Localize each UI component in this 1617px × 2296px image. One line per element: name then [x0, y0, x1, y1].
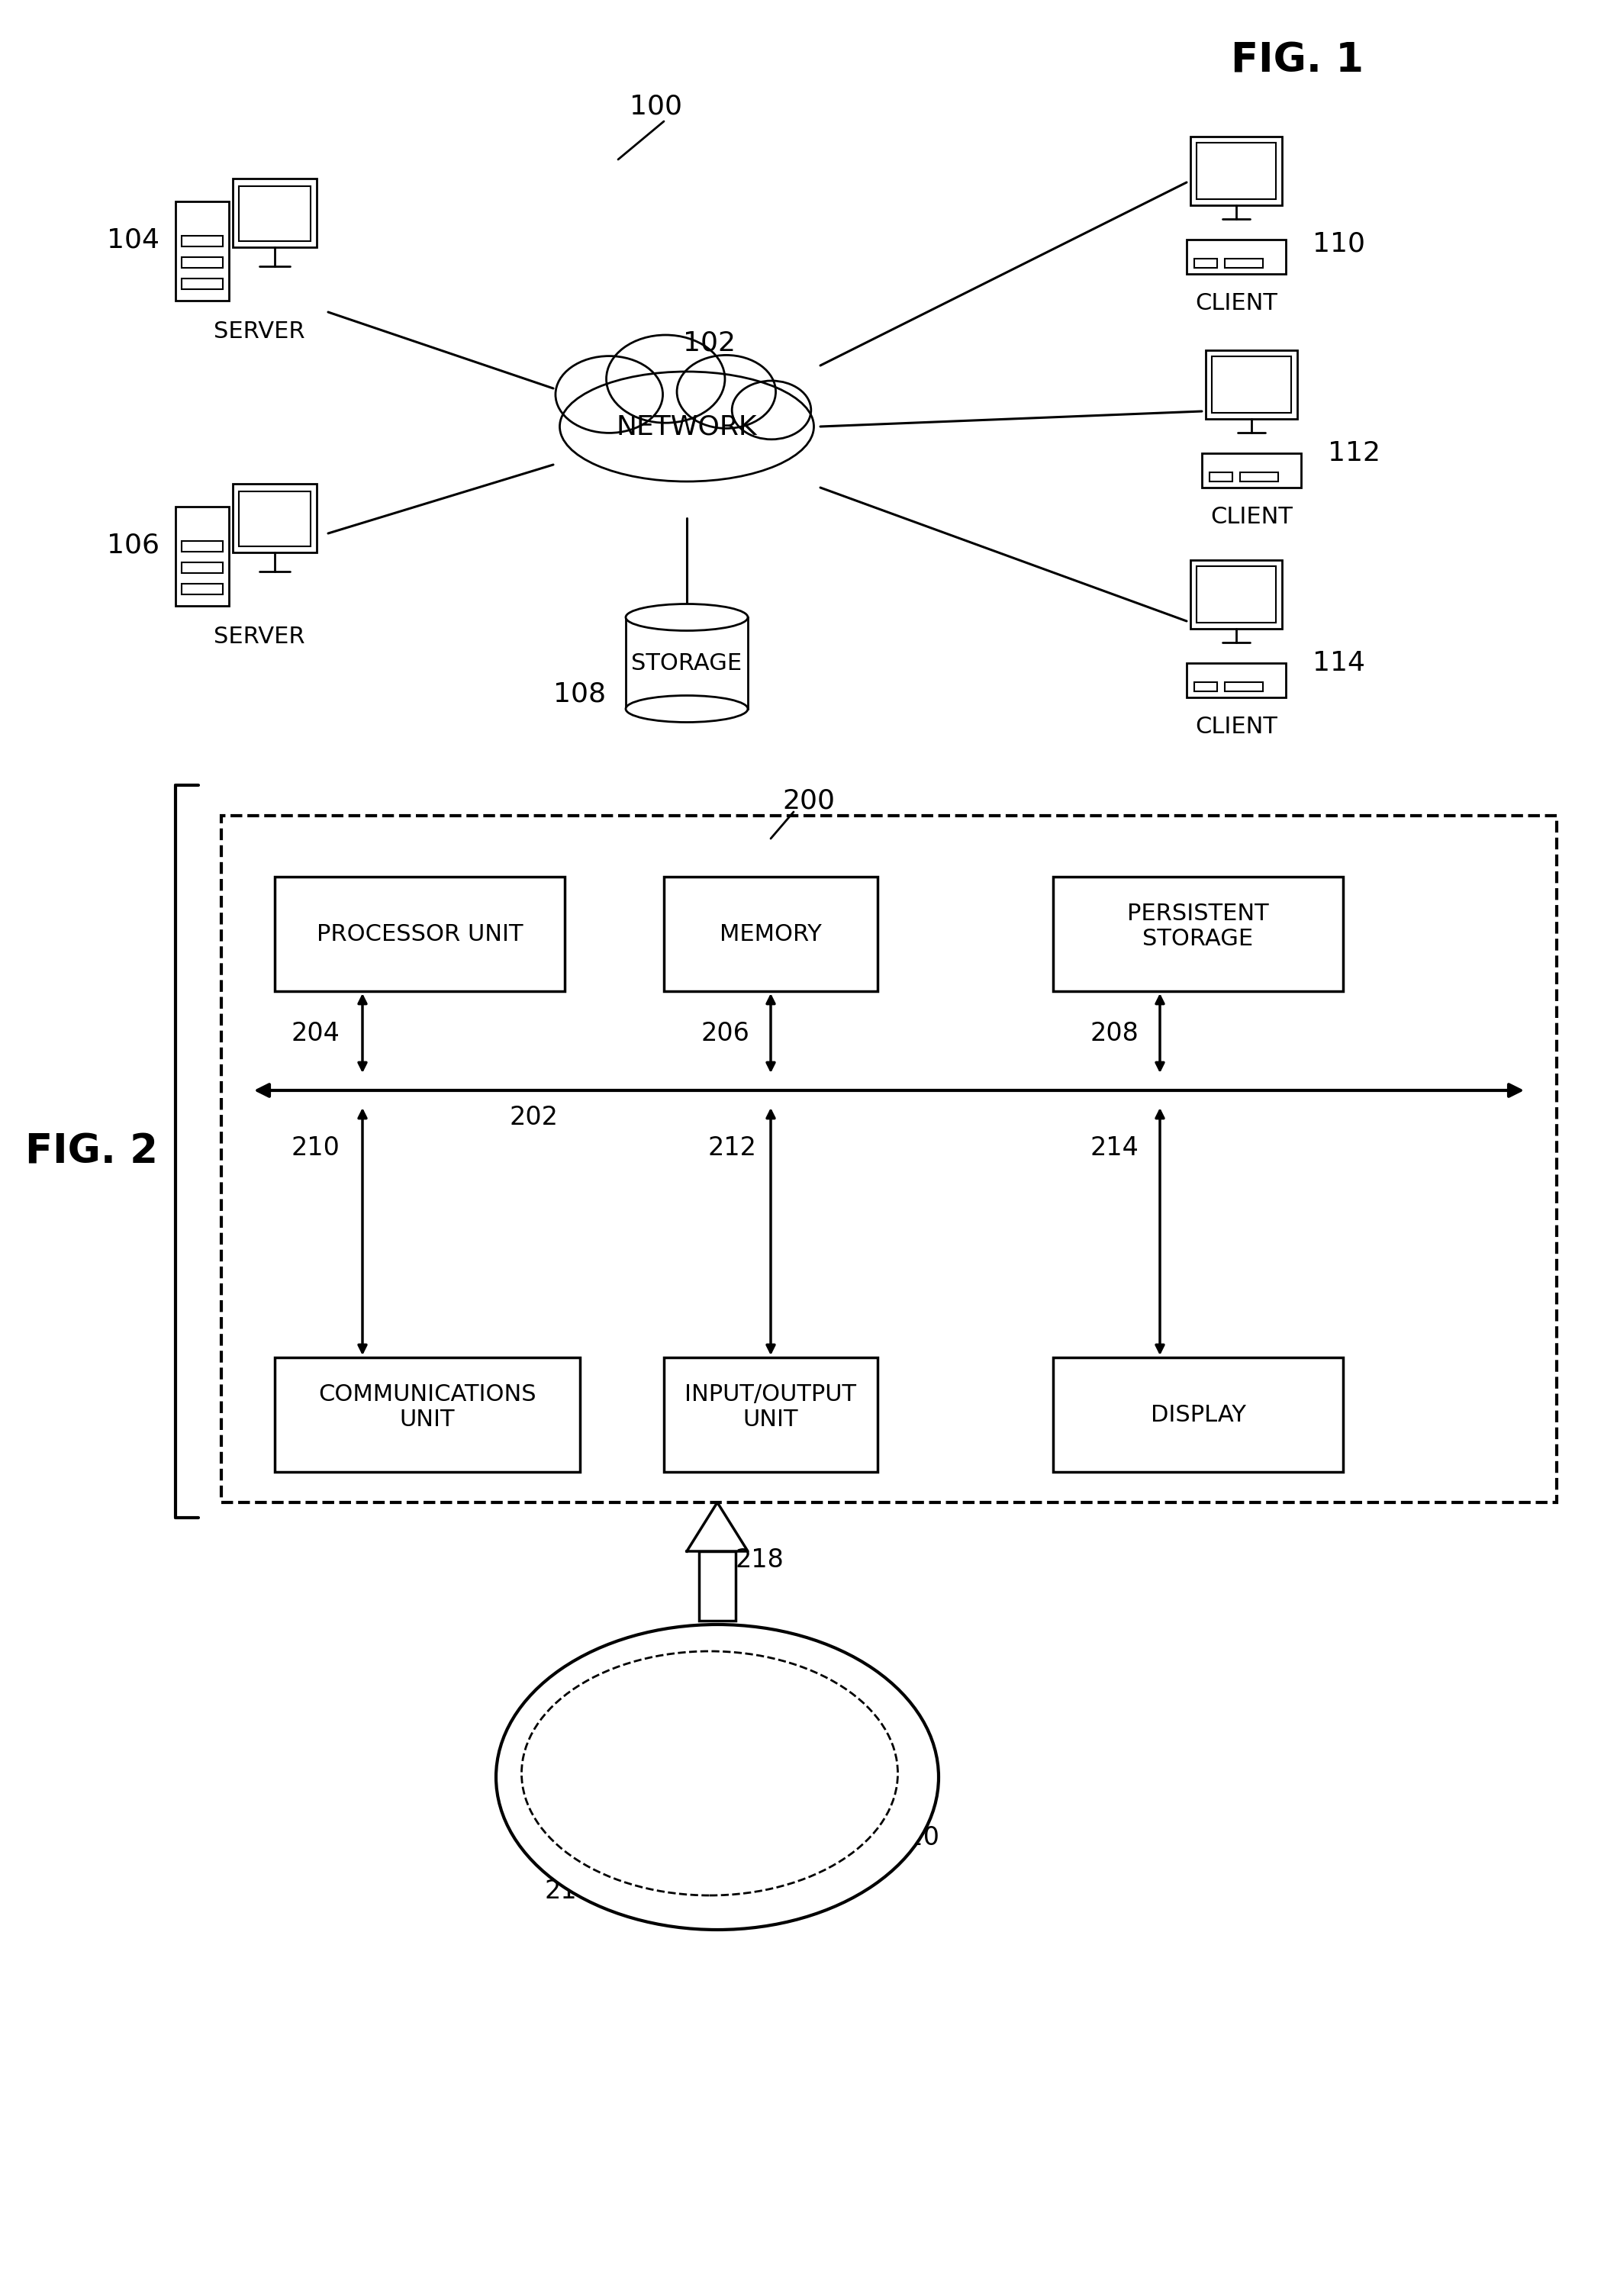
- Bar: [181, 236, 223, 246]
- Text: COMMUNICATIONS
UNIT: COMMUNICATIONS UNIT: [319, 1382, 537, 1430]
- Text: 212: 212: [708, 1134, 757, 1159]
- Text: 100: 100: [631, 94, 682, 119]
- Bar: [1224, 259, 1263, 269]
- Text: PROCESSOR UNIT: PROCESSOR UNIT: [317, 923, 522, 946]
- Ellipse shape: [522, 1651, 897, 1896]
- Ellipse shape: [678, 356, 776, 429]
- Text: 220: 220: [891, 1825, 939, 1851]
- Bar: [1224, 682, 1263, 691]
- Bar: [1195, 682, 1218, 691]
- Text: NETWORK: NETWORK: [616, 413, 757, 439]
- Bar: [1053, 877, 1344, 992]
- Text: 114: 114: [1313, 650, 1366, 675]
- Text: 208: 208: [1090, 1019, 1138, 1045]
- Text: 200: 200: [783, 788, 836, 813]
- Text: 110: 110: [1313, 230, 1366, 257]
- Ellipse shape: [626, 696, 747, 723]
- Bar: [222, 815, 1557, 1502]
- Bar: [181, 278, 223, 289]
- Ellipse shape: [626, 604, 747, 631]
- Text: CLIENT: CLIENT: [1210, 505, 1292, 528]
- Bar: [1195, 259, 1218, 269]
- Ellipse shape: [496, 1626, 938, 1929]
- Bar: [626, 618, 747, 709]
- Bar: [1240, 473, 1277, 482]
- Bar: [1210, 473, 1232, 482]
- Bar: [181, 257, 223, 269]
- Bar: [1197, 142, 1276, 200]
- Text: 112: 112: [1328, 441, 1381, 466]
- Bar: [233, 179, 317, 248]
- Text: 210: 210: [291, 1134, 340, 1159]
- Text: PROGRAM
CODE: PROGRAM CODE: [657, 1828, 763, 1874]
- Bar: [665, 877, 878, 992]
- Text: STORAGE: STORAGE: [631, 652, 742, 675]
- Bar: [181, 542, 223, 551]
- Text: 218: 218: [736, 1548, 784, 1573]
- Text: 104: 104: [107, 227, 160, 253]
- Text: 202: 202: [509, 1104, 558, 1130]
- Text: FIG. 1: FIG. 1: [1231, 41, 1363, 80]
- Ellipse shape: [606, 335, 724, 422]
- Polygon shape: [687, 1502, 747, 1552]
- Text: 206: 206: [700, 1019, 749, 1045]
- Bar: [181, 563, 223, 574]
- Bar: [1190, 135, 1282, 204]
- Bar: [176, 202, 230, 301]
- Bar: [1201, 452, 1302, 487]
- Bar: [176, 507, 230, 606]
- Text: 216: 216: [545, 1878, 593, 1903]
- Text: 106: 106: [107, 533, 160, 558]
- Bar: [665, 1357, 878, 1472]
- Text: CLIENT: CLIENT: [1195, 716, 1277, 737]
- Bar: [275, 877, 564, 992]
- Text: FIG. 2: FIG. 2: [26, 1132, 158, 1171]
- Bar: [1187, 664, 1286, 698]
- Text: INPUT/OUTPUT
UNIT: INPUT/OUTPUT UNIT: [686, 1382, 857, 1430]
- Bar: [1187, 239, 1286, 273]
- Bar: [1211, 356, 1290, 413]
- Bar: [233, 484, 317, 553]
- Bar: [181, 583, 223, 595]
- Text: 102: 102: [684, 331, 736, 356]
- Text: 214: 214: [1090, 1134, 1138, 1159]
- Text: 108: 108: [553, 680, 606, 707]
- Text: PERSISTENT
STORAGE: PERSISTENT STORAGE: [1127, 902, 1269, 951]
- Bar: [239, 491, 310, 546]
- Bar: [626, 1816, 794, 1885]
- Text: SERVER: SERVER: [213, 625, 306, 647]
- Ellipse shape: [733, 381, 812, 439]
- Bar: [1053, 1357, 1344, 1472]
- Text: MEMORY: MEMORY: [720, 923, 821, 946]
- Bar: [239, 186, 310, 241]
- Bar: [699, 1552, 736, 1621]
- Text: 204: 204: [291, 1019, 340, 1045]
- Text: SERVER: SERVER: [213, 319, 306, 342]
- Text: COMPUTER
READABLE
MEDIA: COMPUTER READABLE MEDIA: [644, 1699, 775, 1773]
- Bar: [1197, 567, 1276, 622]
- Ellipse shape: [556, 356, 663, 434]
- Ellipse shape: [559, 372, 813, 482]
- Bar: [1190, 560, 1282, 629]
- Bar: [1206, 351, 1297, 418]
- Bar: [275, 1357, 581, 1472]
- Text: DISPLAY: DISPLAY: [1150, 1403, 1245, 1426]
- Text: CLIENT: CLIENT: [1195, 292, 1277, 315]
